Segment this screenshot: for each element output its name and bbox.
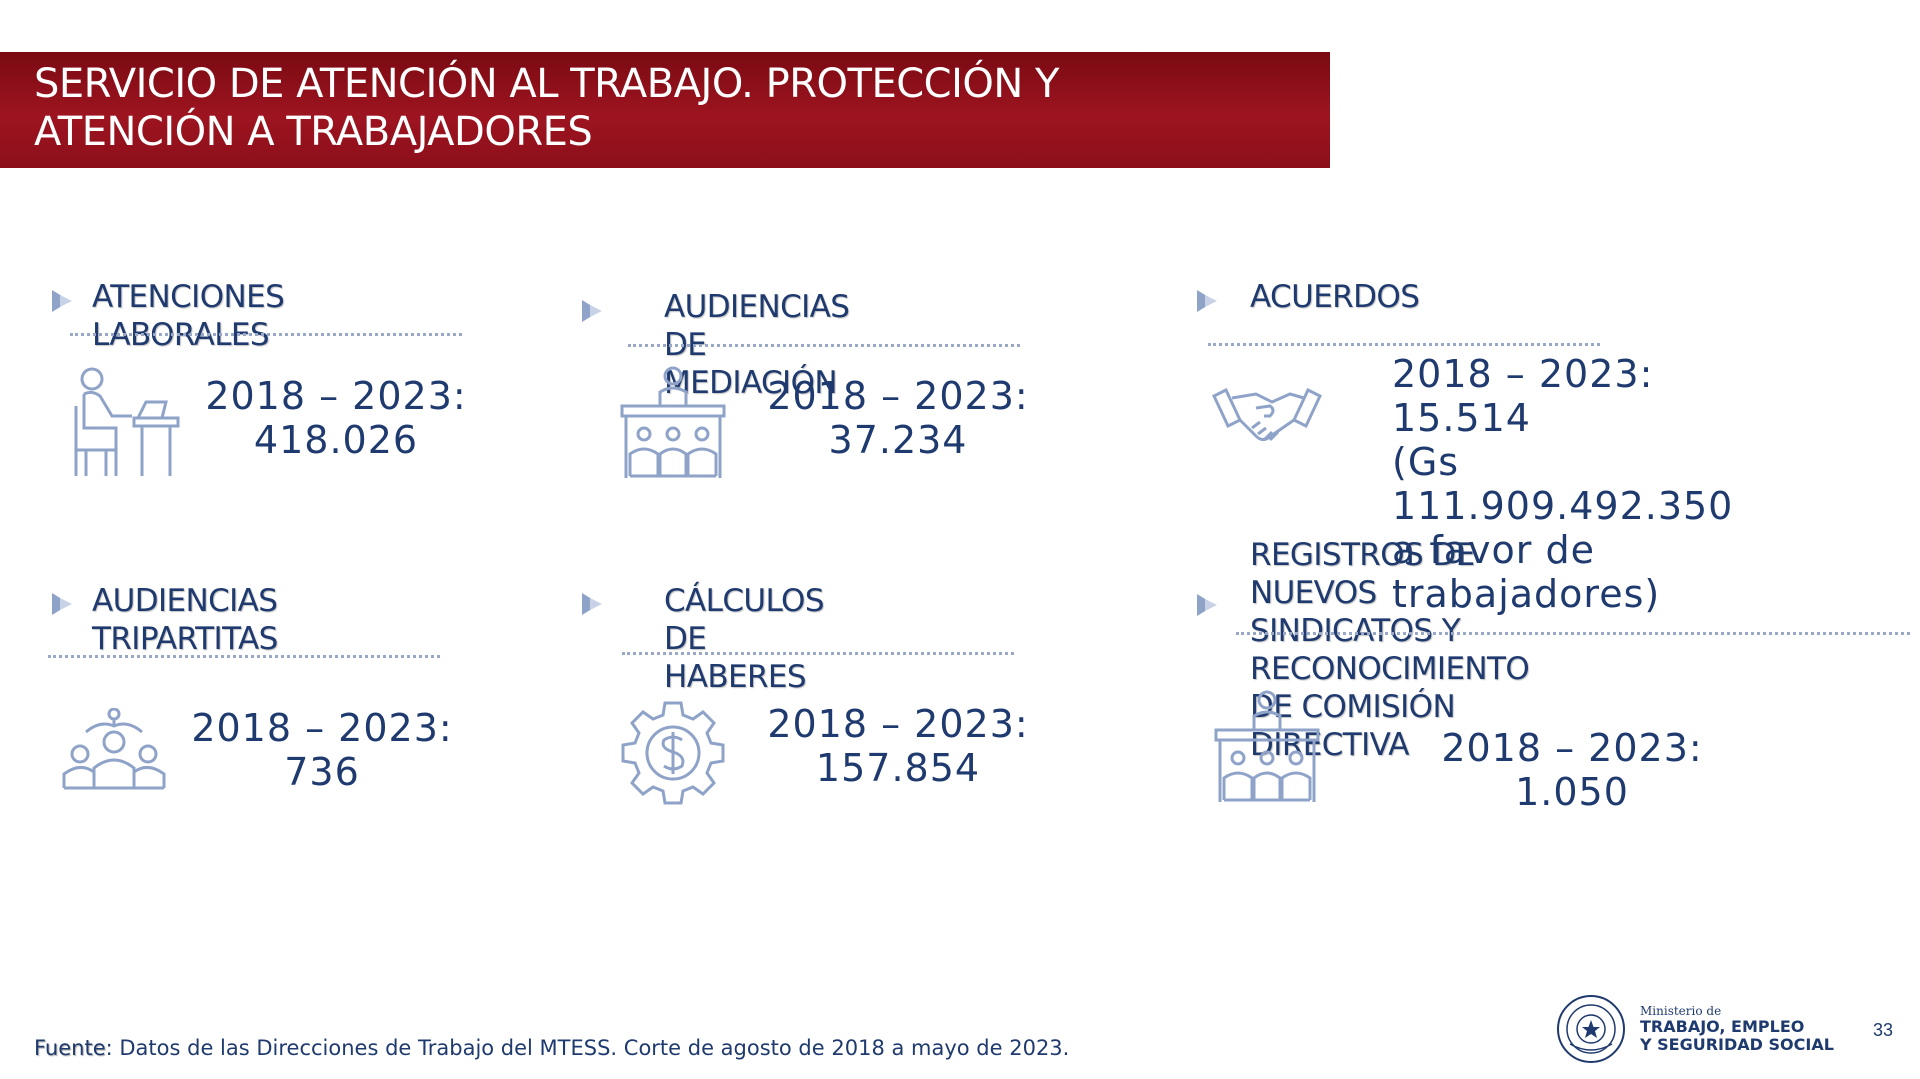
dotted-divider — [48, 655, 440, 658]
slide-title-line-2: ATENCIÓN A TRABAJADORES — [34, 109, 593, 155]
stat-period: 2018 – 2023: 15.514 — [1392, 352, 1654, 440]
section-title-line-1: CÁLCULOS DE — [664, 583, 825, 657]
section-title: REGISTROS DE NUEVOS SINDICATOS Y RECONOC… — [1250, 536, 1530, 764]
stat-number: 157.854 — [815, 746, 981, 790]
stat-period: 2018 – 2023: — [767, 702, 1029, 746]
dotted-divider — [1236, 632, 1910, 635]
dotted-divider — [628, 344, 1020, 347]
section-title-line-2: HABERES — [664, 659, 807, 695]
section-title-line-1: REGISTROS DE NUEVOS SINDICATOS Y — [1250, 537, 1475, 649]
stat-number: 418.026 — [253, 418, 419, 462]
chevron-arrow-icon — [52, 290, 72, 312]
ministry-label: Ministerio de — [1640, 1004, 1722, 1018]
stat-number: 37.234 — [828, 418, 968, 462]
dotted-divider — [1208, 343, 1600, 346]
meeting-table-icon — [1214, 690, 1320, 802]
slide-title-line-1: SERVICIO DE ATENCIÓN AL TRABAJO. PROTECC… — [34, 61, 1059, 107]
dotted-divider — [622, 652, 1014, 655]
ministry-logo-text: Ministerio de TRABAJO, EMPLEO Y SEGURIDA… — [1640, 1004, 1834, 1054]
source-label: Fuente — [34, 1036, 106, 1060]
national-seal-icon — [1557, 995, 1625, 1063]
section-title: AUDIENCIAS TRIPARTITAS — [92, 583, 278, 657]
stat-number: 1.050 — [1515, 770, 1629, 814]
ministry-name-line-2: Y SEGURIDAD SOCIAL — [1640, 1035, 1834, 1054]
stat-note: a favor de — [1392, 528, 1595, 572]
section-title-line-2: RECONOCIMIENTO DE COMISIÓN — [1250, 651, 1530, 725]
chevron-arrow-icon — [1197, 290, 1217, 312]
stat-value: 2018 – 2023: 1.050 — [1432, 726, 1712, 814]
stat-value: 2018 – 2023: 157.854 — [758, 702, 1038, 790]
group-people-icon — [62, 708, 166, 790]
stat-value: 2018 – 2023: 15.514 (Gs 111.909.492.350 … — [1392, 352, 1733, 616]
title-banner: SERVICIO DE ATENCIÓN AL TRABAJO. PROTECC… — [0, 52, 1330, 168]
stat-period: 2018 – 2023: — [191, 706, 453, 750]
stat-note: trabajadores) — [1392, 572, 1661, 616]
section-title: CÁLCULOS DE HABERES — [664, 582, 825, 696]
chevron-arrow-icon — [582, 300, 602, 322]
dotted-divider — [70, 333, 462, 336]
section-title: ATENCIONES LABORALES — [92, 279, 285, 353]
stat-amount: (Gs 111.909.492.350 — [1392, 440, 1734, 528]
ministry-name-line-1: TRABAJO, EMPLEO — [1640, 1017, 1805, 1036]
stat-value: 2018 – 2023: 418.026 — [196, 374, 476, 462]
section-title: ACUERDOS — [1250, 279, 1420, 315]
stat-period: 2018 – 2023: — [205, 374, 467, 418]
page-number: 33 — [1873, 1020, 1894, 1040]
source-text: : Datos de las Direcciones de Trabajo de… — [105, 1036, 1070, 1060]
handshake-icon — [1212, 387, 1322, 442]
stat-value: 2018 – 2023: 37.234 — [758, 374, 1038, 462]
meeting-table-icon — [620, 366, 726, 478]
desk-worker-icon — [74, 367, 180, 476]
stat-number: 736 — [284, 750, 360, 794]
source-footnote: Fuente: Datos de las Direcciones de Trab… — [34, 1036, 1069, 1060]
chevron-arrow-icon — [1197, 594, 1217, 616]
stat-period: 2018 – 2023: — [1441, 726, 1703, 770]
slide-title: SERVICIO DE ATENCIÓN AL TRABAJO. PROTECC… — [34, 60, 1059, 156]
chevron-arrow-icon — [582, 593, 602, 615]
stat-period: 2018 – 2023: — [767, 374, 1029, 418]
stat-value: 2018 – 2023: 736 — [182, 706, 462, 794]
dollar-gear-icon — [621, 701, 725, 805]
chevron-arrow-icon — [52, 593, 72, 615]
section-title-line-3: DIRECTIVA — [1250, 727, 1410, 763]
